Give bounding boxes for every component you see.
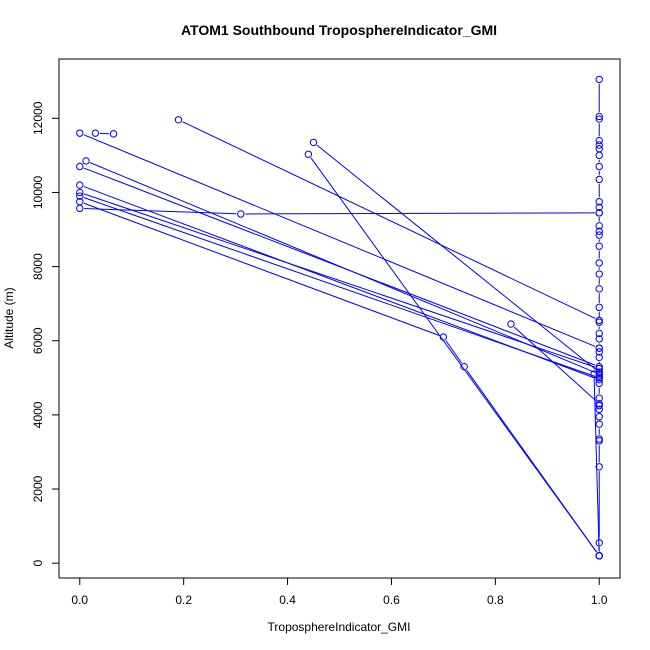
y-tick-label: 0 [31, 560, 45, 567]
chart-title: ATOM1 Southbound TroposphereIndicator_GM… [181, 22, 497, 38]
data-point [595, 270, 603, 278]
data-point [507, 320, 515, 328]
data-point [595, 203, 603, 211]
data-point [595, 145, 603, 153]
data-point [109, 130, 118, 138]
data-point [82, 157, 90, 165]
series-segment [245, 212, 595, 215]
data-series [174, 116, 603, 325]
y-tick-label: 2000 [31, 475, 45, 502]
data-point [595, 420, 603, 428]
data-series [76, 198, 603, 560]
data-series [309, 138, 603, 376]
data-point [595, 379, 603, 388]
data-point [595, 348, 603, 356]
data-point [590, 370, 598, 378]
data-point [595, 222, 603, 230]
data-series [82, 157, 603, 378]
x-tick-label: 0.2 [175, 593, 192, 607]
series-segment [89, 162, 596, 373]
data-point [595, 136, 603, 145]
data-series [76, 188, 603, 373]
series-segment [83, 134, 596, 347]
data-series [590, 370, 603, 560]
data-point [595, 259, 603, 267]
x-tick-label: 0.6 [383, 593, 400, 607]
data-point [76, 188, 84, 197]
data-point [595, 405, 603, 414]
data-point [595, 162, 603, 171]
y-tick-label: 6000 [31, 327, 45, 354]
data-point [595, 552, 603, 560]
series-segment [593, 378, 600, 552]
data-point [595, 242, 603, 250]
x-axis: 0.0 0.2 0.4 0.6 0.8 1.0 [71, 577, 608, 607]
series-segment [83, 197, 596, 377]
series-segment [84, 208, 237, 215]
data-series [76, 129, 603, 352]
data-point [595, 112, 603, 121]
series-segment [310, 157, 598, 553]
series-segment [513, 326, 597, 402]
data-point [595, 303, 603, 312]
data-point [595, 175, 603, 184]
data-series [76, 192, 603, 382]
data-point [91, 129, 100, 137]
x-axis-label: TroposphereIndicator_GMI [268, 620, 411, 634]
y-tick-label: 10000 [31, 175, 45, 209]
series-layer [76, 75, 603, 560]
data-point [595, 316, 603, 325]
x-tick-label: 0.0 [71, 593, 88, 607]
data-point [595, 368, 603, 376]
data-point [595, 115, 603, 123]
data-point [595, 231, 603, 239]
data-point [76, 204, 84, 213]
y-tick-label: 12000 [31, 101, 45, 135]
y-axis-label: Altitude (m) [2, 287, 16, 348]
data-point [595, 413, 603, 421]
series-segment [83, 193, 596, 368]
data-series [76, 204, 603, 218]
data-point [304, 150, 313, 158]
data-point [595, 374, 603, 382]
plot-frame [58, 58, 621, 579]
data-series [91, 129, 118, 138]
data-point [595, 209, 603, 217]
data-point [595, 344, 603, 352]
x-tick-label: 0.4 [279, 593, 296, 607]
data-point [595, 285, 603, 293]
series-segment [445, 340, 463, 364]
data-point [595, 353, 603, 362]
data-point [76, 162, 84, 171]
data-series [507, 320, 603, 408]
data-point [174, 116, 183, 124]
y-tick-label: 8000 [31, 253, 45, 280]
x-tick-label: 1.0 [591, 593, 608, 607]
series-segment [83, 202, 440, 336]
data-point [595, 227, 603, 236]
series-segment [316, 144, 597, 370]
data-point [76, 181, 84, 189]
data-point [76, 129, 84, 137]
data-point [595, 394, 603, 402]
data-point [595, 400, 603, 408]
series-segment [182, 121, 596, 319]
x-tick-label: 0.8 [487, 593, 504, 607]
data-point [595, 198, 603, 206]
data-point [237, 210, 245, 218]
data-point [309, 138, 318, 147]
data-point [595, 75, 603, 84]
data-point [595, 151, 603, 160]
data-point [595, 463, 603, 471]
data-point [595, 335, 603, 343]
data-series [76, 181, 603, 384]
data-point [595, 141, 603, 149]
y-tick-label: 4000 [31, 401, 45, 428]
data-point [76, 192, 84, 200]
y-axis: 0 2000 4000 6000 8000 10000 12000 [31, 101, 60, 567]
data-point [595, 364, 603, 373]
data-point [595, 329, 603, 338]
